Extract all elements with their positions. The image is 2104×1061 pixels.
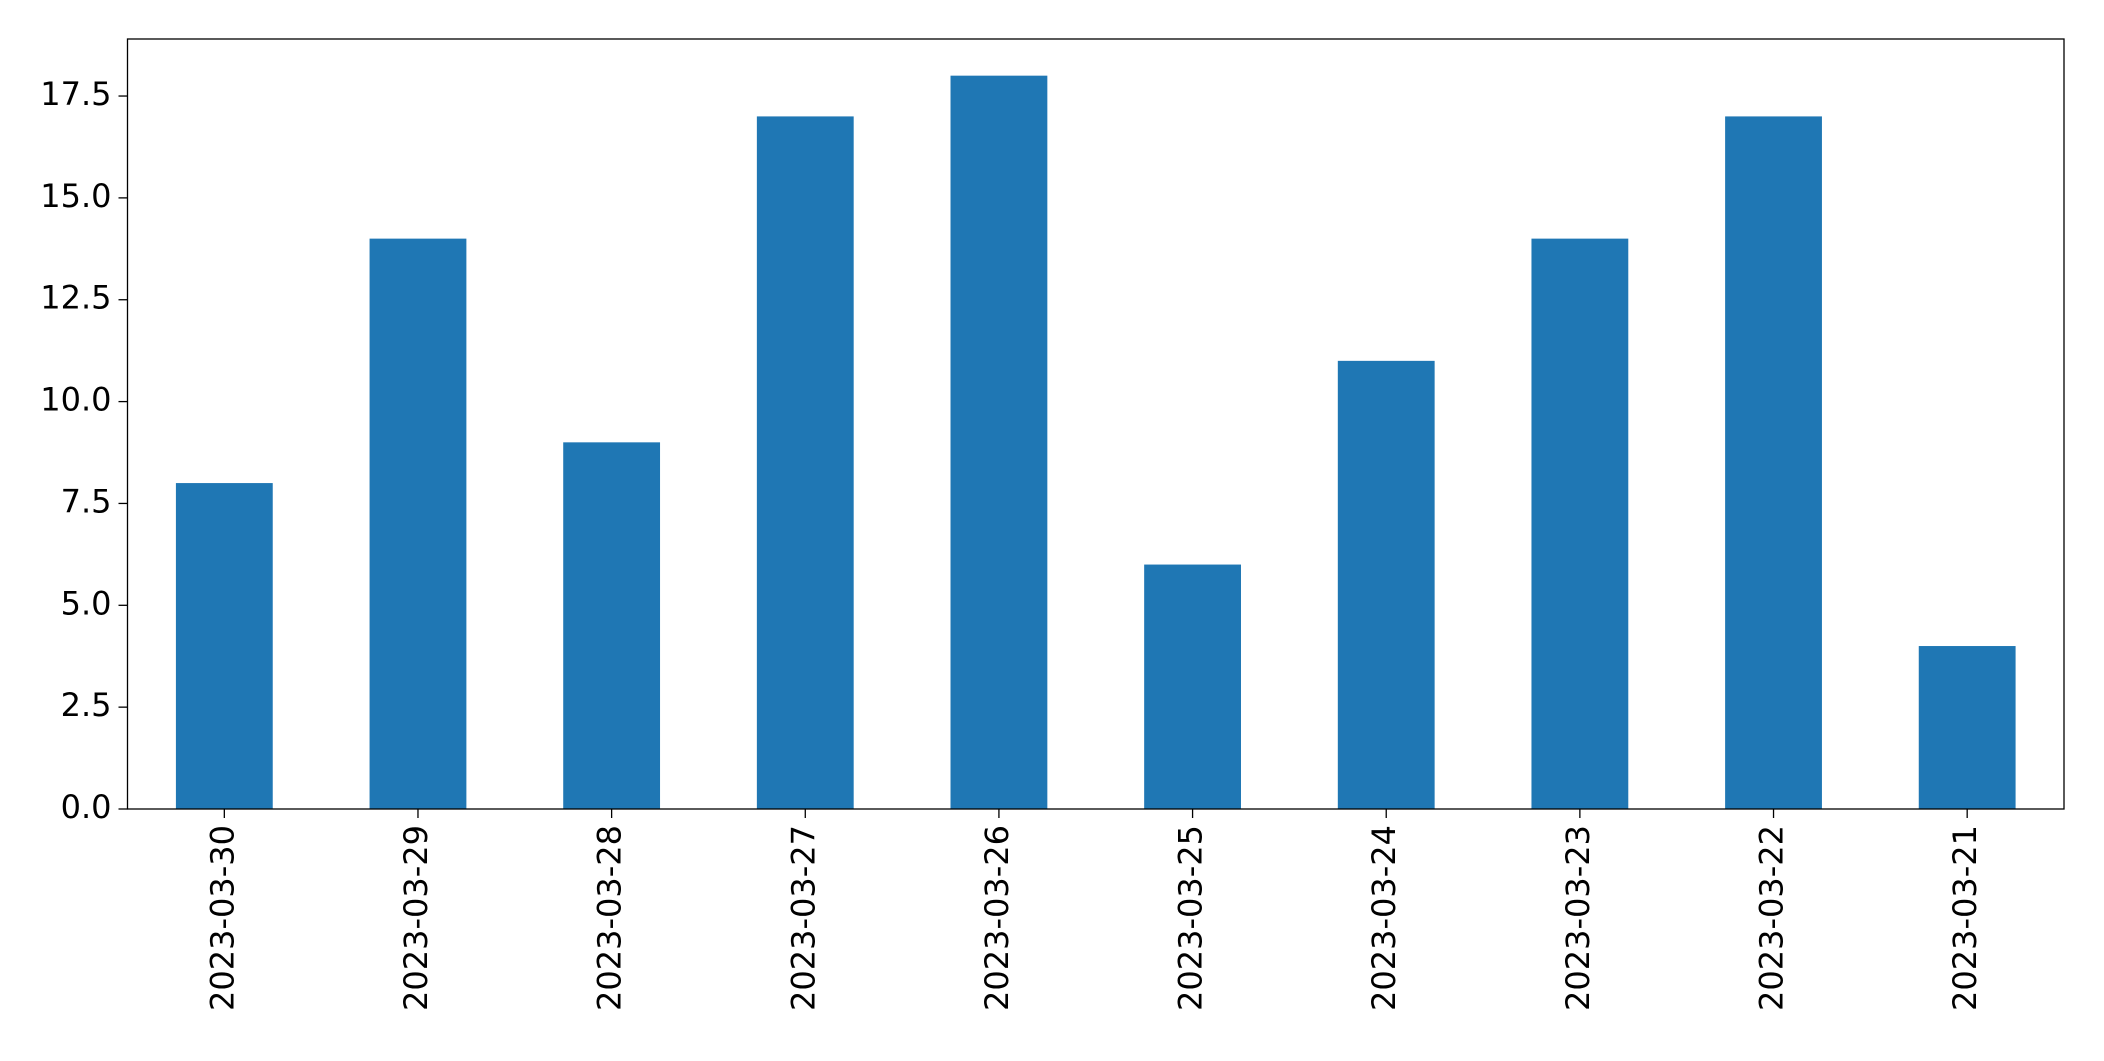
y-tick-label: 5.0 [61, 584, 112, 622]
y-tick-label: 0.0 [61, 788, 112, 826]
bar [175, 483, 273, 809]
x-tick-label: 2023-03-21 [1946, 825, 1984, 1011]
x-tick-label: 2023-03-26 [978, 825, 1016, 1011]
y-tick-label: 2.5 [61, 686, 112, 724]
axes-frame [126, 38, 2065, 810]
x-tick-label: 2023-03-29 [397, 825, 435, 1011]
x-tick-label: 2023-03-30 [203, 825, 241, 1011]
y-tick-label: 7.5 [61, 482, 112, 520]
x-tick-label: 2023-03-23 [1559, 825, 1597, 1011]
x-tick-label: 2023-03-24 [1365, 825, 1403, 1011]
y-tick-label: 15.0 [40, 177, 111, 215]
bar [1918, 646, 2016, 809]
y-tick-label: 12.5 [40, 279, 111, 317]
bar [369, 238, 467, 809]
bar [756, 116, 854, 809]
bar [950, 75, 1048, 809]
y-tick-label: 10.0 [40, 381, 111, 419]
x-tick-label: 2023-03-25 [1172, 825, 1210, 1011]
bar [1531, 238, 1629, 809]
x-tick-label: 2023-03-28 [591, 825, 629, 1011]
y-tick-label: 17.5 [40, 75, 111, 113]
bar [563, 442, 661, 809]
bar [1337, 360, 1435, 809]
bar [1144, 564, 1241, 809]
x-tick-label: 2023-03-27 [784, 825, 822, 1011]
x-tick-label: 2023-03-22 [1753, 825, 1791, 1011]
bar [1725, 116, 1822, 809]
